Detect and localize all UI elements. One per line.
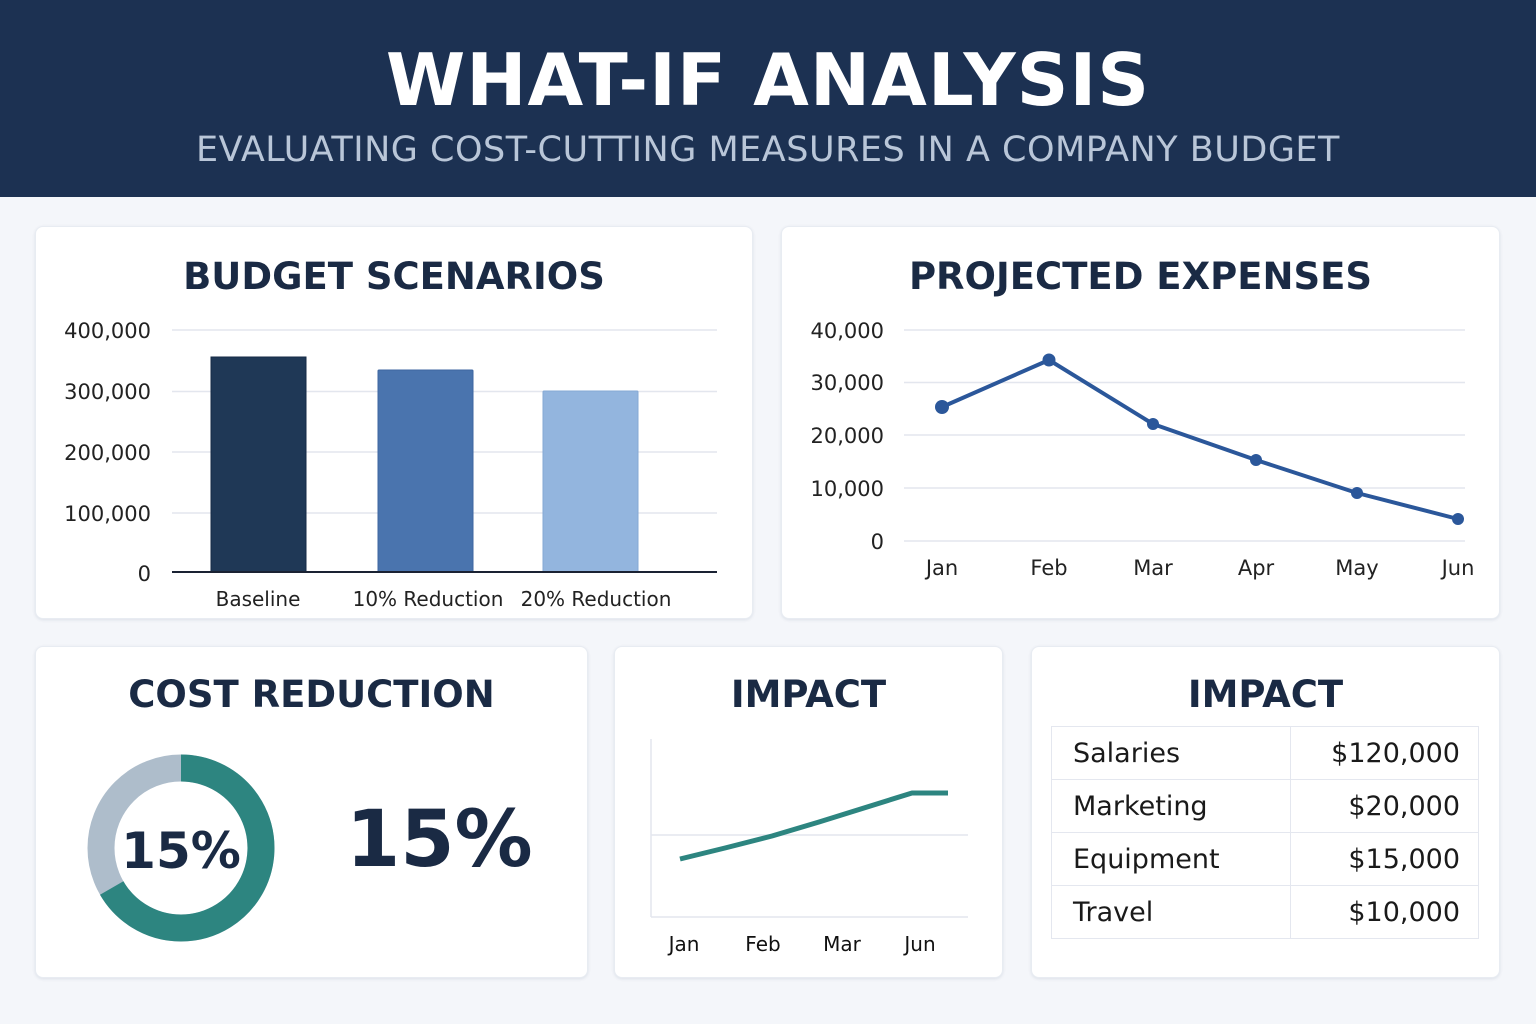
svg-text:400,000: 400,000 xyxy=(64,319,151,343)
svg-text:Mar: Mar xyxy=(823,932,862,956)
svg-text:Apr: Apr xyxy=(1238,556,1275,580)
point-jan[interactable] xyxy=(935,400,949,414)
expenses-line-chart: 40,000 30,000 20,000 10,000 0 Jan Feb Ma… xyxy=(811,319,1475,580)
page-title: WHAT-IF ANALYSIS xyxy=(385,38,1151,122)
x-axis-labels: Jan Feb Mar Apr May Jun xyxy=(924,556,1475,580)
row-label: Equipment xyxy=(1051,832,1291,886)
row-value: $10,000 xyxy=(1290,885,1479,939)
row-value: $120,000 xyxy=(1290,726,1479,780)
svg-text:Baseline: Baseline xyxy=(216,587,301,611)
projected-expenses-card: PROJECTED EXPENSES 40,000 30,000 20,000 … xyxy=(781,226,1500,619)
svg-text:May: May xyxy=(1335,556,1378,580)
expenses-line xyxy=(941,358,1459,521)
cost-reduction-donut: 15% xyxy=(87,754,275,942)
table-row: Equipment $15,000 xyxy=(1051,832,1479,886)
svg-text:20,000: 20,000 xyxy=(811,424,884,448)
x-axis-labels: Baseline 10% Reduction 20% Reduction xyxy=(216,587,672,611)
impact-line xyxy=(679,790,948,862)
point-feb[interactable] xyxy=(1042,353,1056,367)
projected-expenses-title: PROJECTED EXPENSES xyxy=(908,255,1373,298)
table-row: Salaries $120,000 xyxy=(1051,726,1479,780)
svg-text:200,000: 200,000 xyxy=(64,441,151,465)
bar-10-reduction[interactable] xyxy=(377,369,474,573)
svg-text:30,000: 30,000 xyxy=(811,371,884,395)
y-axis-ticks: 400,000 300,000 200,000 100,000 0 xyxy=(64,319,151,586)
donut-center-label: 15% xyxy=(121,822,241,880)
header-banner: WHAT-IF ANALYSIS EVALUATING COST-CUTTING… xyxy=(0,0,1536,197)
svg-text:40,000: 40,000 xyxy=(811,319,884,343)
svg-text:20% Reduction: 20% Reduction xyxy=(521,587,672,611)
svg-text:Jan: Jan xyxy=(924,556,958,580)
budget-bar-chart: 400,000 300,000 200,000 100,000 0 Baseli… xyxy=(64,319,717,611)
cost-reduction-value: 15% xyxy=(346,795,533,885)
svg-text:0: 0 xyxy=(871,530,884,554)
svg-text:10% Reduction: 10% Reduction xyxy=(353,587,504,611)
bar-20-reduction[interactable] xyxy=(542,390,639,573)
cost-reduction-title: COST REDUCTION xyxy=(128,673,495,716)
table-row: Marketing $20,000 xyxy=(1051,779,1479,833)
row-value: $15,000 xyxy=(1290,832,1479,886)
svg-text:Jun: Jun xyxy=(1440,556,1475,580)
impact-line-chart: Jan Feb Mar Jun xyxy=(650,739,968,956)
y-axis-ticks: 40,000 30,000 20,000 10,000 0 xyxy=(811,319,884,554)
point-jun[interactable] xyxy=(1452,513,1464,525)
svg-text:Feb: Feb xyxy=(745,932,780,956)
data-points xyxy=(935,353,1464,525)
cost-reduction-card: COST REDUCTION 15% 15% xyxy=(35,646,588,978)
point-mar[interactable] xyxy=(1147,418,1159,430)
row-label: Salaries xyxy=(1051,726,1291,780)
bar-baseline[interactable] xyxy=(210,356,307,573)
svg-text:300,000: 300,000 xyxy=(64,380,151,404)
svg-text:10,000: 10,000 xyxy=(811,477,884,501)
svg-text:Jan: Jan xyxy=(667,932,700,956)
impact-table: Salaries $120,000 Marketing $20,000 Equi… xyxy=(1051,726,1479,939)
point-may[interactable] xyxy=(1351,487,1363,499)
svg-text:Jun: Jun xyxy=(902,932,935,956)
row-label: Travel xyxy=(1051,885,1291,939)
x-axis-labels: Jan Feb Mar Jun xyxy=(667,932,936,956)
row-value: $20,000 xyxy=(1290,779,1479,833)
svg-text:100,000: 100,000 xyxy=(64,502,151,526)
impact-table-title: IMPACT xyxy=(1187,673,1344,716)
impact-table-card: IMPACT Salaries $120,000 Marketing $20,0… xyxy=(1031,646,1500,978)
donut-reduction-arc[interactable] xyxy=(100,754,275,942)
svg-text:Mar: Mar xyxy=(1133,556,1173,580)
budget-scenarios-title: BUDGET SCENARIOS xyxy=(183,255,605,298)
impact-line-card: IMPACT Jan Feb Mar Jun xyxy=(614,646,1003,978)
impact-line-title: IMPACT xyxy=(730,673,887,716)
svg-text:0: 0 xyxy=(138,562,151,586)
row-label: Marketing xyxy=(1051,779,1291,833)
table-row: Travel $10,000 xyxy=(1051,885,1479,939)
svg-text:Feb: Feb xyxy=(1030,556,1067,580)
point-apr[interactable] xyxy=(1250,454,1262,466)
budget-scenarios-card: BUDGET SCENARIOS 400,000 300,000 200,000… xyxy=(35,226,753,619)
page-subtitle: EVALUATING COST-CUTTING MEASURES IN A CO… xyxy=(196,130,1340,170)
